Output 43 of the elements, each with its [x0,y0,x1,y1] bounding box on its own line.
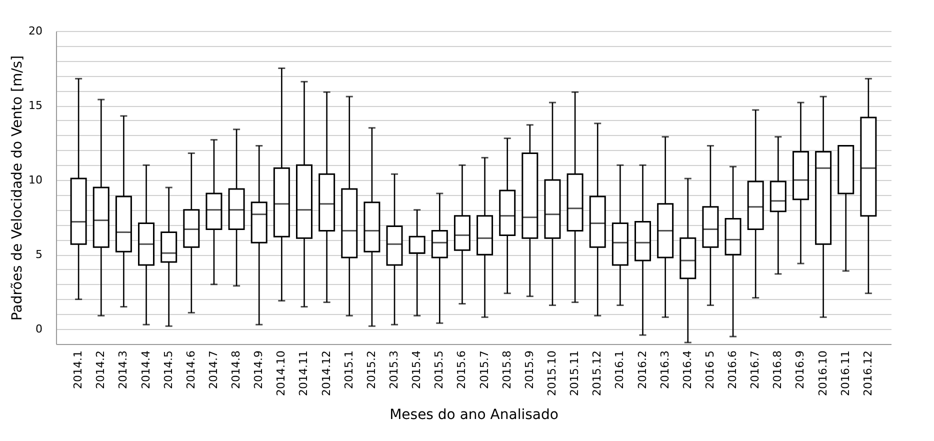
x-tick-label: 2015.5 [432,350,446,389]
x-tick-label: 2016.4 [680,350,694,389]
x-tick-label: 2016 5 [703,350,716,389]
x-tick-label: 2016.6 [726,350,740,389]
x-tick-label: 2016.9 [794,350,807,389]
y-tick-label: 20 [28,24,42,38]
x-tick-label: 2014.1 [72,350,85,389]
x-tick-label: 2016.7 [748,350,762,389]
x-tick-label: 2016.3 [658,350,672,389]
x-tick-label: 2015.6 [455,350,468,389]
x-tick-label: 2016.2 [636,350,649,389]
x-tick-label: 2014.2 [94,350,108,389]
x-tick-label: 2014.5 [162,350,175,389]
y-tick-label: 15 [28,99,42,112]
x-tick-label: 2015.1 [342,350,356,389]
x-tick-label: 2014.8 [230,350,243,389]
x-tick-label: 2015.4 [410,350,424,389]
y-axis-title: Padrões de Velocidade do Vento [m/s] [10,55,26,321]
x-tick-label: 2016.10 [816,350,830,396]
x-tick-label: 2014.4 [139,350,152,389]
x-tick-label: 2015.10 [545,350,558,396]
y-tick-label: 5 [36,248,42,262]
x-tick-label: 2016.8 [771,350,784,389]
x-tick-label: 2015.2 [364,350,378,389]
x-tick-label: 2014.12 [320,350,333,396]
x-tick-label: 2015.8 [500,350,514,389]
y-tick-label: 0 [36,322,42,336]
x-tick-label: 2015.3 [388,350,401,389]
x-axis-title: Meses do ano Analisado [390,406,558,423]
x-tick-label: 2014.9 [252,350,266,389]
x-tick-label: 2016.12 [861,350,874,396]
x-tick-label: 2014.11 [297,350,310,396]
x-tick-label: 2014.3 [116,350,130,389]
x-tick-label: 2015.11 [568,350,582,396]
x-tick-label: 2014.10 [274,350,288,396]
x-tick-label: 2016.11 [838,350,852,396]
x-tick-label: 2015.7 [478,350,491,389]
x-tick-label: 2016.1 [613,350,626,389]
x-tick-label: 2015.9 [522,350,536,389]
x-tick-label: 2015.12 [590,350,604,396]
x-tick-label: 2014.6 [184,350,198,389]
x-tick-label: 2014.7 [206,350,220,389]
y-tick-label: 10 [28,174,42,187]
